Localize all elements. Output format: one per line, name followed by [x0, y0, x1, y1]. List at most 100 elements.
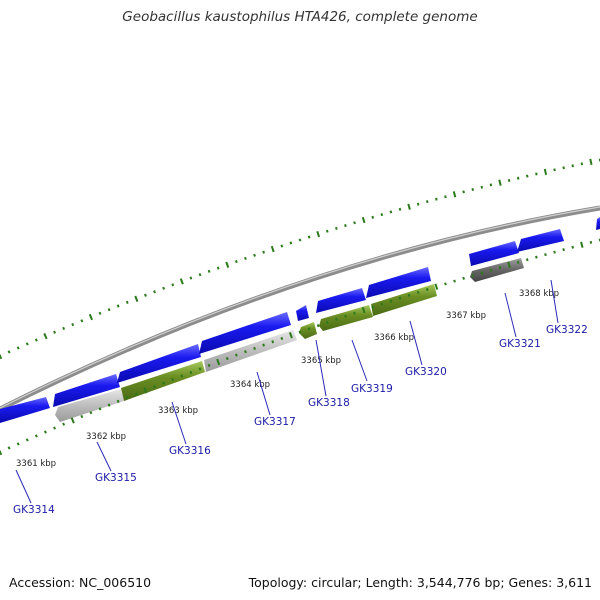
- gene-forward-2[interactable]: [53, 374, 120, 407]
- gene-gk3318-green[interactable]: [299, 322, 317, 339]
- tick-mark: [25, 342, 29, 346]
- tick-mark: [7, 446, 11, 450]
- tick-mark: [580, 241, 584, 248]
- gene-label-gk3318[interactable]: GK3318: [308, 397, 350, 409]
- gene-forward-9[interactable]: [517, 229, 564, 252]
- tick-mark: [179, 278, 184, 285]
- tick-mark: [435, 197, 438, 201]
- tick-mark: [262, 250, 266, 254]
- tick-mark: [198, 367, 202, 371]
- tick-mark: [134, 392, 138, 396]
- tick-mark: [253, 346, 256, 350]
- gene-gk3320-green[interactable]: [371, 284, 437, 316]
- gene-gk3319-green[interactable]: [319, 305, 373, 331]
- tick-mark: [144, 293, 147, 297]
- tick-mark: [553, 250, 556, 254]
- genome-backbone: [0, 205, 600, 412]
- scale-label: 3364 kbp: [230, 380, 270, 390]
- gene-leader-lines: [15, 279, 559, 504]
- tick-mark: [480, 185, 484, 189]
- tick-mark: [344, 224, 347, 228]
- tick-mark: [7, 350, 11, 354]
- tick-mark: [398, 207, 402, 211]
- gene-gk3314-forward[interactable]: [0, 397, 50, 423]
- tick-mark: [116, 399, 120, 403]
- tick-mark: [316, 324, 320, 328]
- gene-gk3317-gray[interactable]: [204, 330, 297, 372]
- gene-forward-6[interactable]: [316, 288, 366, 313]
- gene-label-gk3314[interactable]: GK3314: [13, 504, 55, 516]
- tick-mark: [498, 266, 502, 270]
- tick-mark: [107, 308, 111, 312]
- tick-mark: [16, 346, 20, 350]
- tick-mark: [507, 261, 511, 269]
- tick-mark: [298, 238, 302, 242]
- gene-forward-5[interactable]: [296, 305, 309, 321]
- tick-mark: [89, 411, 93, 415]
- tick-mark: [571, 164, 574, 168]
- gene-forward-3[interactable]: [117, 344, 201, 383]
- scale-label: 3366 kbp: [374, 333, 414, 343]
- tick-mark: [516, 260, 520, 264]
- scale-label: 3365 kbp: [301, 356, 341, 366]
- scale-label: 3361 kbp: [16, 459, 56, 469]
- reverse-strand-genes: [55, 258, 524, 422]
- tick-mark: [507, 178, 511, 182]
- tick-mark: [335, 226, 338, 230]
- tick-mark: [244, 256, 247, 260]
- tick-mark: [244, 350, 247, 354]
- tick-mark: [489, 268, 493, 272]
- tick-mark: [389, 210, 393, 214]
- gene-label-gk3316[interactable]: GK3316: [169, 445, 211, 457]
- tick-mark: [62, 422, 66, 426]
- tick-mark: [80, 319, 84, 323]
- tick-mark: [462, 276, 465, 280]
- gene-label-gk3321[interactable]: GK3321: [499, 338, 541, 350]
- tick-mark: [107, 403, 111, 407]
- scale-label: 3368 kbp: [519, 289, 559, 299]
- tick-mark: [116, 304, 120, 308]
- tick-mark: [171, 377, 175, 382]
- tick-mark: [88, 313, 93, 321]
- tick-mark: [207, 269, 211, 273]
- tick-mark: [234, 260, 238, 264]
- gene-gk3316-green[interactable]: [121, 361, 205, 401]
- gene-gk3315-gray[interactable]: [55, 389, 124, 422]
- tick-mark: [262, 343, 266, 347]
- tick-mark: [98, 407, 102, 411]
- gene-gk3321-darkgray[interactable]: [470, 258, 524, 282]
- tick-mark: [389, 299, 393, 303]
- tick-mark: [189, 370, 193, 374]
- gene-forward-10[interactable]: [596, 217, 600, 230]
- tick-mark: [298, 330, 302, 334]
- tick-mark: [425, 200, 429, 204]
- gene-label-gk3319[interactable]: GK3319: [351, 383, 393, 395]
- gene-forward-8[interactable]: [469, 241, 519, 266]
- gene-label-gk3315[interactable]: GK3315: [95, 472, 137, 484]
- tick-mark: [134, 295, 139, 302]
- tick-mark: [162, 286, 166, 290]
- tick-mark: [480, 271, 484, 275]
- tick-mark: [288, 332, 293, 339]
- tick-mark: [307, 327, 311, 331]
- gene-label-gk3317[interactable]: GK3317: [254, 416, 296, 428]
- tick-mark: [535, 172, 538, 176]
- tick-mark: [444, 195, 447, 199]
- tick-mark: [62, 326, 66, 330]
- tick-mark: [361, 216, 366, 224]
- tick-mark: [162, 381, 166, 385]
- gene-label-gk3320[interactable]: GK3320: [405, 366, 447, 378]
- tick-mark: [25, 438, 29, 442]
- tick-mark: [225, 261, 230, 268]
- tick-mark: [16, 442, 20, 446]
- gene-forward-4[interactable]: [199, 312, 291, 354]
- gene-labels: GK3314 GK3315 GK3316 GK3317 GK3318 GK331…: [13, 324, 588, 516]
- gene-label-gk3322[interactable]: GK3322: [546, 324, 588, 336]
- tick-mark: [544, 253, 547, 257]
- tick-mark: [53, 426, 56, 430]
- tick-mark: [171, 283, 175, 287]
- scale-labels: 3361 kbp 3362 kbp 3363 kbp 3364 kbp 3365…: [16, 289, 559, 469]
- tick-mark: [489, 183, 493, 187]
- gene-forward-7[interactable]: [366, 267, 431, 298]
